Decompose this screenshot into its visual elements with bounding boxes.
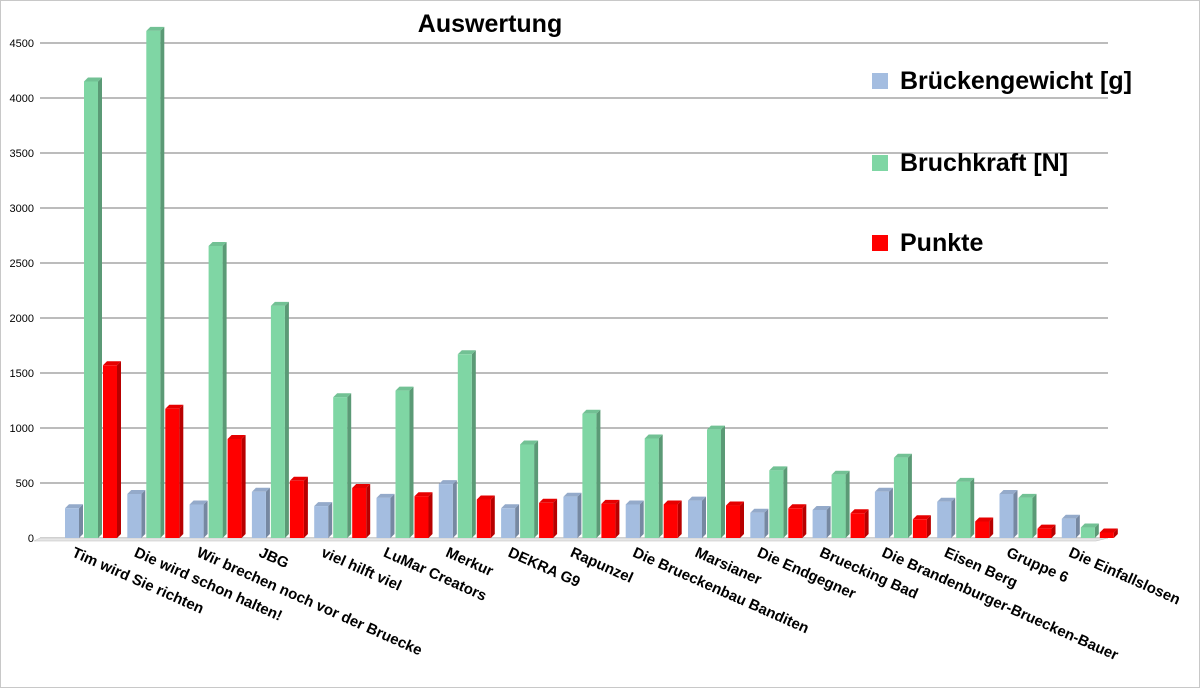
bar — [146, 26, 165, 539]
bar — [165, 404, 184, 538]
bar — [663, 500, 682, 538]
bar — [812, 505, 831, 538]
bar — [788, 504, 807, 538]
legend-swatch-punkte — [872, 235, 888, 251]
legend-item-brueckengewicht: Brückengewicht [g] — [872, 64, 1132, 98]
bar — [227, 435, 246, 538]
legend-swatch-bruchkraft — [872, 155, 888, 171]
bar — [103, 361, 121, 538]
x-tick-label: JBG — [256, 544, 291, 572]
bar — [1099, 528, 1118, 538]
bar — [251, 487, 270, 538]
bar — [726, 501, 744, 538]
bar — [999, 490, 1018, 538]
bar — [476, 495, 495, 538]
bar — [127, 490, 146, 538]
y-tick-label: 3000 — [10, 203, 34, 215]
bar — [333, 393, 352, 538]
y-tick-label: 500 — [16, 478, 34, 490]
bar — [975, 517, 994, 538]
legend-label-brueckengewicht: Brückengewicht [g] — [900, 66, 1132, 95]
y-tick-label: 1500 — [10, 368, 34, 380]
y-tick-label: 3500 — [10, 148, 34, 160]
bar — [912, 515, 931, 538]
bar — [831, 470, 850, 538]
bar — [1037, 524, 1056, 538]
legend-label-punkte: Punkte — [900, 228, 984, 257]
bar — [289, 476, 308, 538]
gridlines — [33, 42, 1109, 542]
legend-item-bruchkraft: Bruchkraft [N] — [872, 146, 1068, 180]
bar — [352, 483, 371, 538]
bar — [644, 434, 663, 538]
y-tick-label: 0 — [28, 533, 34, 545]
bar — [893, 453, 912, 538]
bar — [539, 498, 558, 538]
legend-item-punkte: Punkte — [872, 226, 983, 260]
bar — [850, 509, 869, 538]
y-tick-label: 2500 — [10, 258, 34, 270]
bar — [601, 499, 620, 538]
bars — [65, 26, 1118, 539]
bar — [874, 487, 893, 538]
bar — [208, 241, 227, 538]
bar — [563, 492, 582, 538]
bar — [65, 504, 83, 538]
bar — [438, 480, 457, 538]
y-axis-ticks: 0 500 1000 1500 2000 2500 3000 3500 4000 4500 — [10, 38, 34, 545]
chart-title: Auswertung — [417, 10, 563, 38]
bar — [937, 497, 956, 538]
y-tick-label: 1000 — [10, 423, 34, 435]
bar — [395, 386, 414, 538]
legend-label-bruchkraft: Bruchkraft [N] — [900, 148, 1069, 177]
bar — [501, 504, 520, 538]
bar — [1018, 493, 1037, 538]
y-tick-label: 4000 — [10, 93, 34, 105]
bar — [582, 409, 601, 538]
bar — [376, 493, 395, 538]
bar — [956, 477, 975, 538]
legend-swatch-brueckengewicht — [872, 73, 888, 89]
bar — [707, 425, 725, 538]
bar — [688, 496, 706, 538]
chart-floor — [33, 537, 1109, 542]
y-tick-label: 2000 — [10, 313, 34, 325]
bar — [1061, 514, 1080, 538]
bar — [414, 492, 433, 538]
bar — [270, 301, 289, 538]
bar — [84, 77, 102, 538]
bar — [625, 500, 644, 538]
bar — [769, 466, 788, 538]
y-tick-label: 4500 — [10, 38, 34, 50]
bar — [189, 500, 208, 538]
bar — [750, 508, 769, 538]
x-tick-label: Die Einfallslosen — [1066, 544, 1183, 608]
bar — [520, 440, 539, 538]
bar — [314, 502, 333, 538]
bar — [457, 350, 476, 538]
bar — [1080, 523, 1099, 538]
